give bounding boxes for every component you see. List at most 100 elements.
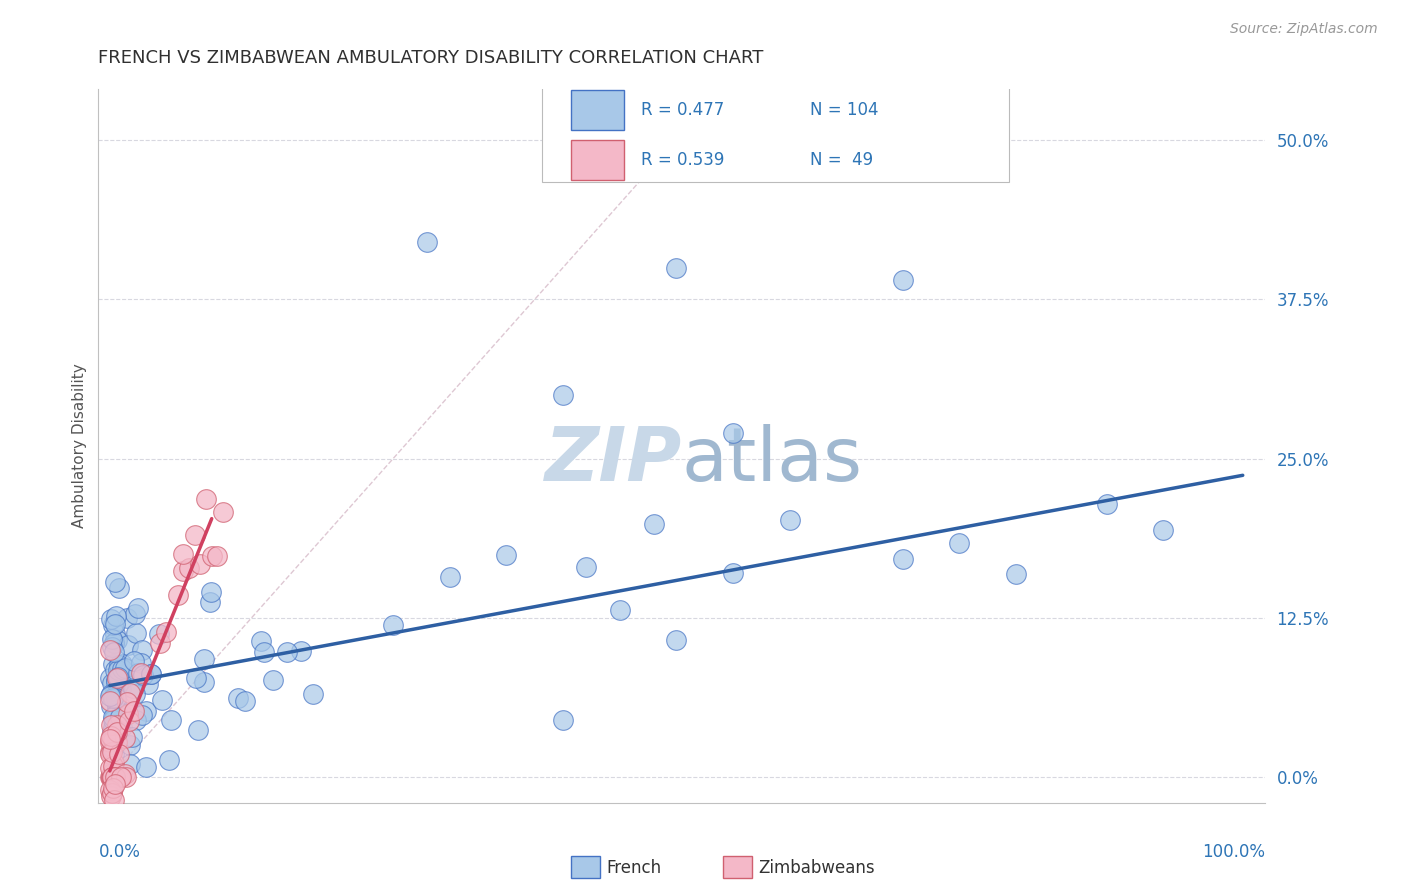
Text: 0.0%: 0.0%	[98, 843, 141, 861]
Point	[183, 527, 205, 541]
Point	[643, 516, 665, 531]
Point	[135, 704, 157, 718]
Point	[103, 714, 125, 728]
Point	[290, 644, 312, 658]
Point	[105, 671, 128, 685]
Point	[100, 725, 122, 739]
Point	[110, 706, 132, 721]
Text: R = 0.477: R = 0.477	[641, 101, 724, 119]
Point	[166, 588, 188, 602]
FancyBboxPatch shape	[571, 140, 624, 179]
Point	[131, 642, 153, 657]
Point	[101, 640, 124, 654]
Point	[118, 714, 141, 728]
Text: French: French	[606, 859, 661, 877]
Point	[122, 654, 145, 668]
Point	[105, 632, 128, 647]
Point	[103, 645, 125, 659]
Point	[114, 660, 136, 674]
Point	[101, 745, 124, 759]
Point	[105, 702, 128, 716]
Point	[139, 666, 162, 681]
Point	[104, 770, 127, 784]
Point	[114, 766, 136, 780]
Point	[721, 566, 744, 581]
Point	[104, 777, 127, 791]
Point	[110, 714, 132, 728]
Point	[115, 770, 138, 784]
Point	[100, 729, 122, 743]
Point	[103, 636, 125, 650]
FancyBboxPatch shape	[571, 856, 600, 878]
Point	[100, 770, 122, 784]
Text: ZIP: ZIP	[544, 424, 682, 497]
Point	[101, 759, 124, 773]
Point	[233, 694, 256, 708]
Point	[100, 789, 122, 804]
Point	[104, 674, 127, 689]
Point	[439, 570, 461, 584]
Point	[100, 717, 122, 731]
Point	[129, 656, 152, 670]
Point	[101, 767, 124, 781]
Point	[110, 682, 132, 697]
Point	[150, 693, 173, 707]
Point	[198, 595, 221, 609]
Point	[127, 666, 149, 681]
Point	[193, 652, 215, 666]
Point	[98, 761, 121, 775]
Point	[104, 663, 127, 677]
Point	[98, 643, 121, 657]
Point	[129, 666, 152, 681]
Point	[207, 549, 229, 563]
Point	[103, 756, 125, 770]
Y-axis label: Ambulatory Disability: Ambulatory Disability	[72, 364, 87, 528]
Point	[105, 699, 128, 714]
Point	[117, 695, 139, 709]
Point	[101, 690, 124, 705]
Point	[665, 633, 688, 648]
Point	[252, 645, 274, 659]
Point	[131, 708, 153, 723]
Point	[98, 770, 121, 784]
Point	[107, 658, 129, 673]
Text: Zimbabweans: Zimbabweans	[758, 859, 875, 877]
Point	[114, 731, 136, 745]
Point	[609, 602, 631, 616]
Point	[135, 760, 157, 774]
Point	[105, 717, 128, 731]
Point	[105, 673, 128, 687]
Point	[250, 633, 273, 648]
FancyBboxPatch shape	[541, 82, 1008, 182]
Point	[101, 786, 124, 800]
Point	[193, 674, 215, 689]
Point	[108, 581, 131, 595]
Point	[190, 558, 212, 572]
Point	[125, 714, 148, 728]
Point	[110, 668, 132, 682]
Point	[117, 639, 139, 653]
Point	[101, 657, 124, 672]
Point	[100, 770, 122, 784]
Point	[111, 720, 134, 734]
Point	[382, 618, 405, 632]
Point	[201, 549, 224, 563]
Point	[665, 260, 688, 275]
Point	[124, 607, 146, 621]
Point	[98, 783, 121, 797]
Point	[104, 683, 127, 698]
Point	[105, 724, 128, 739]
Point	[110, 663, 132, 677]
Point	[226, 690, 249, 705]
Point	[100, 770, 122, 784]
Point	[98, 694, 121, 708]
Point	[148, 636, 170, 650]
Point	[100, 770, 122, 784]
Point	[101, 618, 124, 632]
Point	[125, 626, 148, 640]
Point	[121, 730, 143, 744]
Point	[124, 687, 146, 701]
Point	[98, 734, 121, 748]
Point	[117, 707, 139, 722]
Point	[118, 757, 141, 772]
